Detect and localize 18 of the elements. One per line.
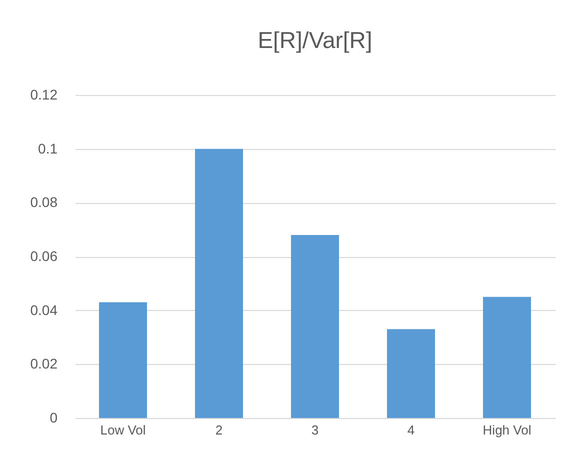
y-tick-label: 0.04 bbox=[30, 302, 58, 318]
bar bbox=[99, 302, 147, 418]
x-tick-label: High Vol bbox=[482, 422, 532, 438]
x-tick-label: 4 bbox=[407, 422, 415, 438]
y-tick-label: 0.1 bbox=[38, 140, 58, 156]
x-tick-label: Low Vol bbox=[100, 422, 146, 438]
y-tick-label: 0.06 bbox=[30, 248, 58, 264]
chart-title: E[R]/Var[R] bbox=[258, 27, 372, 53]
x-tick-label: 2 bbox=[215, 422, 223, 438]
bar bbox=[291, 234, 339, 418]
bar bbox=[483, 296, 531, 418]
x-tick-label: 3 bbox=[311, 422, 319, 438]
y-tick-label: 0.02 bbox=[30, 356, 58, 372]
y-tick-label: 0.08 bbox=[30, 194, 58, 210]
bar bbox=[387, 329, 435, 418]
bar bbox=[195, 148, 243, 418]
y-tick-label: 0 bbox=[50, 410, 58, 426]
y-tick-label: 0.12 bbox=[30, 86, 58, 102]
